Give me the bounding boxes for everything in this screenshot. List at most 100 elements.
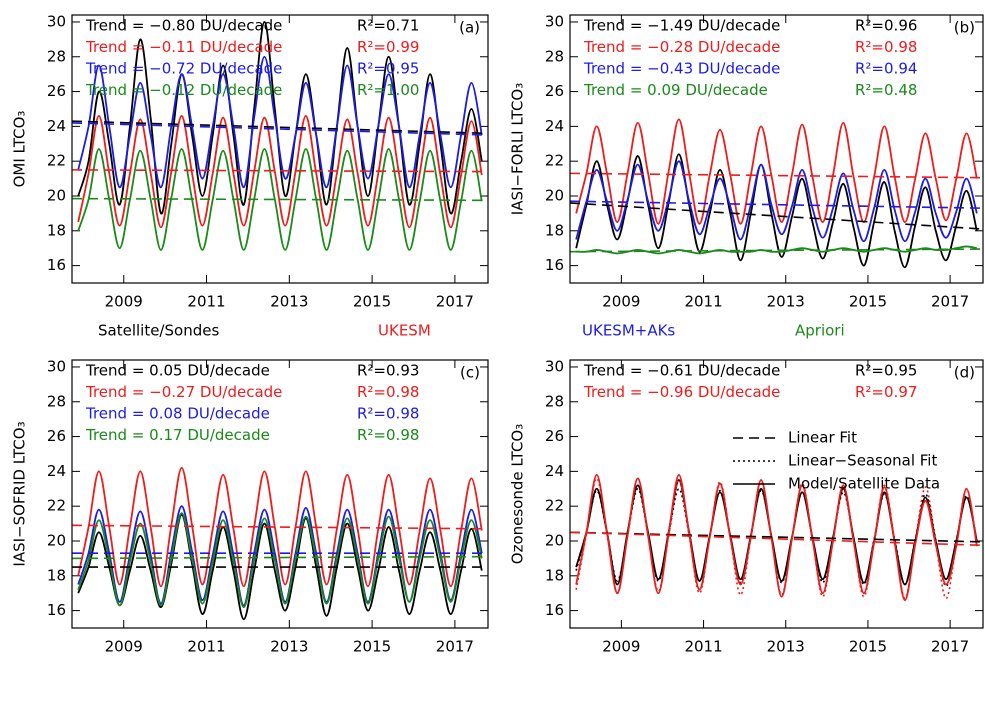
r2-annotation: R²=0.48	[855, 81, 917, 99]
series-line	[575, 160, 978, 243]
legend-label: UKESM+AKs	[582, 322, 675, 340]
r2-annotation: R²=0.97	[855, 383, 917, 401]
y-tick-label: 30	[47, 12, 66, 30]
series-line	[575, 118, 978, 225]
series-line	[77, 513, 483, 621]
r2-annotation: R²=0.98	[357, 405, 419, 423]
r2-annotation: R²=0.93	[357, 362, 419, 380]
series-line	[570, 531, 983, 547]
y-axis-label: Ozonesonde LTCO₃	[509, 424, 527, 564]
x-tick-label: 2011	[187, 638, 225, 656]
x-tick-label: 2011	[684, 293, 722, 311]
trend-annotation: Trend = −0.61 DU/decade	[583, 362, 780, 380]
x-tick-label: 2009	[105, 638, 143, 656]
trend-annotation: Trend = −0.80 DU/decade	[85, 17, 282, 35]
x-tick-label: 2011	[684, 638, 722, 656]
x-tick-label: 2009	[105, 293, 143, 311]
y-tick-label: 30	[47, 357, 66, 375]
y-tick-label: 26	[545, 427, 564, 445]
x-tick-label: 2017	[931, 293, 969, 311]
r2-annotation: R²=0.95	[855, 362, 917, 380]
legend-label: Model/Satellite Data	[788, 475, 940, 493]
y-tick-label: 20	[47, 186, 66, 204]
y-tick-label: 22	[47, 152, 66, 170]
y-tick-label: 24	[545, 117, 564, 135]
y-axis-label: IASI−FORLI LTCO₃	[509, 83, 527, 215]
y-tick-label: 22	[545, 497, 564, 515]
x-tick-label: 2017	[931, 638, 969, 656]
r2-annotation: R²=0.98	[357, 383, 419, 401]
legend-label: UKESM	[378, 322, 431, 340]
series-line	[77, 466, 483, 588]
y-tick-label: 18	[545, 566, 564, 584]
y-tick-label: 18	[545, 221, 564, 239]
trend-annotation: Trend = −0.28 DU/decade	[583, 38, 780, 56]
x-tick-label: 2017	[436, 638, 474, 656]
r2-annotation: R²=0.99	[357, 38, 419, 56]
x-tick-label: 2015	[849, 293, 887, 311]
series-line	[72, 120, 488, 135]
y-tick-label: 16	[545, 601, 564, 619]
plot-frame	[569, 14, 984, 284]
series-line	[575, 477, 978, 600]
y-axis-label: IASI−SOFRID LTCO₃	[11, 421, 29, 566]
trend-annotation: Trend = −1.49 DU/decade	[583, 17, 780, 35]
panel-label: (b)	[954, 19, 975, 37]
trend-annotation: Trend = −0.11 DU/decade	[85, 38, 282, 56]
plot-frame	[71, 14, 489, 284]
y-tick-label: 26	[47, 427, 66, 445]
y-tick-label: 18	[47, 221, 66, 239]
series-line	[77, 512, 483, 609]
y-tick-label: 28	[47, 392, 66, 410]
r2-annotation: R²=1.00	[357, 81, 419, 99]
x-tick-label: 2009	[602, 293, 640, 311]
plot	[72, 21, 488, 251]
trend-annotation: Trend = −0.27 DU/decade	[85, 383, 282, 401]
x-tick-label: 2011	[187, 293, 225, 311]
r2-annotation: R²=0.94	[855, 60, 917, 78]
trend-annotation: Trend = 0.09 DU/decade	[583, 81, 768, 99]
series-line	[570, 248, 983, 253]
series-line	[575, 487, 978, 588]
legend-label: Linear−Seasonal Fit	[788, 452, 937, 470]
trend-annotation: Trend = 0.05 DU/decade	[85, 362, 270, 380]
series-line	[72, 122, 488, 136]
series-line	[77, 148, 483, 251]
plot-frame	[71, 359, 489, 629]
series-line	[575, 473, 978, 602]
r2-annotation: R²=0.95	[357, 60, 419, 78]
x-tick-label: 2013	[767, 293, 805, 311]
y-tick-label: 26	[545, 82, 564, 100]
y-tick-label: 22	[545, 152, 564, 170]
trend-annotation: Trend = 0.17 DU/decade	[85, 426, 270, 444]
y-tick-label: 24	[47, 117, 66, 135]
plot	[72, 466, 488, 621]
trend-annotation: Trend = 0.08 DU/decade	[85, 405, 270, 423]
y-tick-label: 22	[47, 497, 66, 515]
y-tick-label: 30	[545, 357, 564, 375]
x-tick-label: 2015	[849, 638, 887, 656]
y-tick-label: 24	[545, 462, 564, 480]
y-tick-label: 26	[47, 82, 66, 100]
r2-annotation: R²=0.96	[855, 17, 917, 35]
y-axis-label: OMI LTCO₃	[11, 111, 29, 188]
y-tick-label: 30	[545, 12, 564, 30]
legend-label: Linear Fit	[788, 429, 857, 447]
series-line	[570, 172, 983, 179]
plot	[570, 473, 983, 602]
x-tick-label: 2009	[602, 638, 640, 656]
x-tick-label: 2013	[270, 293, 308, 311]
series-line	[72, 197, 488, 202]
panel-label: (c)	[460, 364, 480, 382]
plot	[570, 118, 983, 269]
x-tick-label: 2017	[436, 293, 474, 311]
r2-annotation: R²=0.71	[357, 17, 419, 35]
series-line	[570, 202, 983, 230]
y-tick-label: 28	[545, 392, 564, 410]
panel-label: (d)	[954, 364, 975, 382]
r2-annotation: R²=0.98	[357, 426, 419, 444]
series-line	[570, 200, 983, 209]
x-tick-label: 2013	[270, 638, 308, 656]
x-tick-label: 2013	[767, 638, 805, 656]
